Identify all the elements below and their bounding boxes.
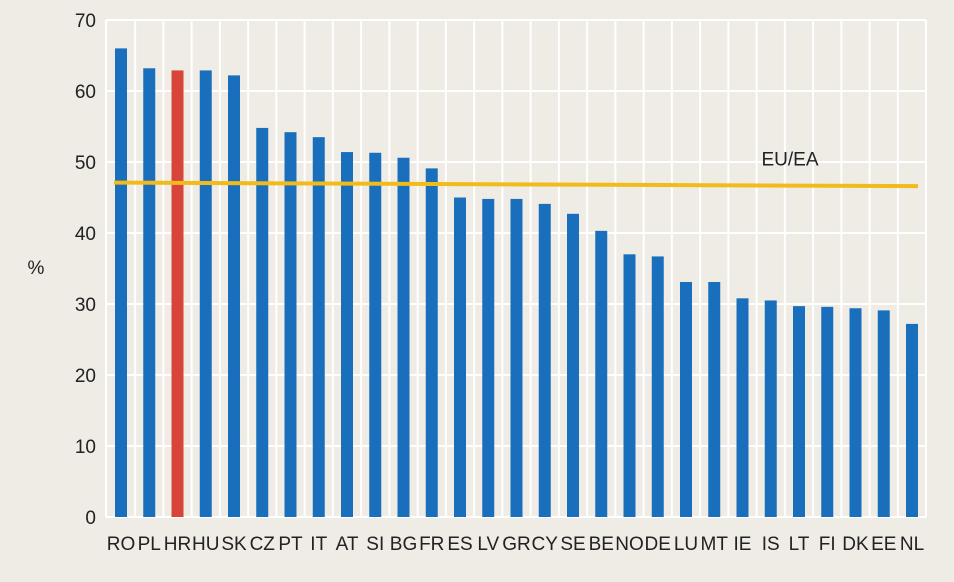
bar-fr xyxy=(425,168,438,517)
bar-be xyxy=(595,230,608,517)
y-tick-label: 70 xyxy=(75,11,96,32)
x-tick-label-de: DE xyxy=(645,534,671,555)
y-tick-label: 50 xyxy=(75,153,96,174)
bar-se xyxy=(567,213,579,517)
bar-ie xyxy=(736,298,749,517)
bar-it xyxy=(312,137,325,517)
x-tick-label-hr: HR xyxy=(164,534,191,555)
y-axis-ticks: 0 10 20 30 40 50 60 70 xyxy=(75,11,96,529)
bars xyxy=(115,48,918,518)
bar-pt xyxy=(284,132,297,517)
y-tick-label: 30 xyxy=(75,295,96,316)
bar-lv xyxy=(482,198,495,518)
x-tick-label-lt: LT xyxy=(789,534,810,555)
y-axis-label: % xyxy=(28,258,45,279)
bar-cz xyxy=(256,127,269,518)
x-tick-label-it: IT xyxy=(310,534,327,555)
x-tick-label-is: IS xyxy=(762,534,780,555)
bar-is xyxy=(764,300,777,517)
x-tick-label-se: SE xyxy=(560,534,585,555)
gridlines xyxy=(105,19,927,518)
bar-es xyxy=(454,197,466,517)
bar-no xyxy=(623,254,636,518)
eu-ea-reference-label: EU/EA xyxy=(761,150,818,171)
bar-hu xyxy=(199,70,212,517)
x-tick-label-pt: PT xyxy=(278,534,303,555)
x-tick-label-gr: GR xyxy=(502,534,531,555)
bar-gr xyxy=(510,198,523,518)
bar-pl xyxy=(143,68,156,517)
bar-de xyxy=(651,256,664,517)
x-tick-label-lu: LU xyxy=(674,534,698,555)
x-tick-label-ie: IE xyxy=(734,534,752,555)
bar-nl xyxy=(906,323,918,517)
x-tick-label-ee: EE xyxy=(871,534,896,555)
x-tick-label-no: NO xyxy=(615,534,644,555)
x-tick-label-be: BE xyxy=(589,534,614,555)
x-tick-label-bg: BG xyxy=(390,534,417,555)
x-tick-label-cy: CY xyxy=(532,534,559,555)
bar-ee xyxy=(877,310,890,517)
y-tick-label: 20 xyxy=(75,366,96,387)
x-tick-label-cz: CZ xyxy=(250,534,276,555)
x-tick-label-pl: PL xyxy=(138,534,161,555)
bar-lt xyxy=(793,306,805,517)
bar-ro xyxy=(115,48,127,518)
x-tick-label-es: ES xyxy=(447,534,472,555)
bar-lu xyxy=(680,281,692,517)
x-tick-label-ro: RO xyxy=(107,534,136,555)
bar-si xyxy=(369,152,382,517)
x-tick-label-fi: FI xyxy=(819,534,836,555)
x-tick-label-lv: LV xyxy=(477,534,499,555)
x-tick-label-nl: NL xyxy=(900,534,924,555)
eu-ea-reference-line xyxy=(113,180,919,189)
x-tick-label-mt: MT xyxy=(701,534,729,555)
x-axis-ticks: RO PL HR HU SK CZ PT IT AT SI BG FR ES LV GR CY SE BE NO DE… xyxy=(107,534,924,555)
bar-mt xyxy=(708,281,721,517)
x-tick-label-si: SI xyxy=(366,534,384,555)
bar-cy xyxy=(538,203,551,517)
bar-sk xyxy=(228,75,240,517)
x-tick-label-at: AT xyxy=(336,534,359,555)
y-tick-label: 60 xyxy=(75,82,96,103)
bar-fi xyxy=(821,306,834,517)
bar-at xyxy=(341,152,353,517)
x-tick-label-sk: SK xyxy=(221,534,247,555)
bar-dk xyxy=(849,308,862,517)
bar-bg xyxy=(397,157,410,518)
y-tick-label: 40 xyxy=(75,224,96,245)
y-tick-label: 0 xyxy=(85,508,96,529)
reference-line-group: EU/EA xyxy=(113,150,919,189)
x-tick-label-dk: DK xyxy=(842,534,869,555)
y-tick-label: 10 xyxy=(75,437,96,458)
x-tick-label-fr: FR xyxy=(419,534,444,555)
bar-hr xyxy=(171,70,184,517)
x-tick-label-hu: HU xyxy=(192,534,219,555)
